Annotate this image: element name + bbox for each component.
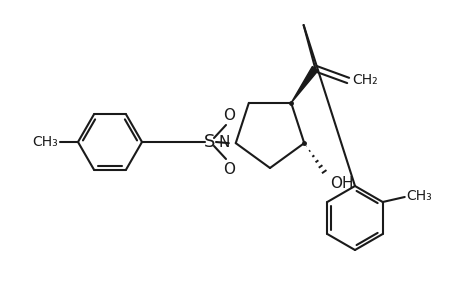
Text: CH₃: CH₃ [32, 135, 58, 149]
Text: CH₃: CH₃ [406, 189, 431, 203]
Text: O: O [223, 107, 235, 122]
Text: S: S [204, 133, 215, 151]
Text: N: N [218, 135, 229, 150]
Text: CH₂: CH₂ [352, 74, 377, 87]
Polygon shape [291, 67, 318, 103]
Text: O: O [223, 161, 235, 176]
Text: OH: OH [329, 176, 353, 191]
